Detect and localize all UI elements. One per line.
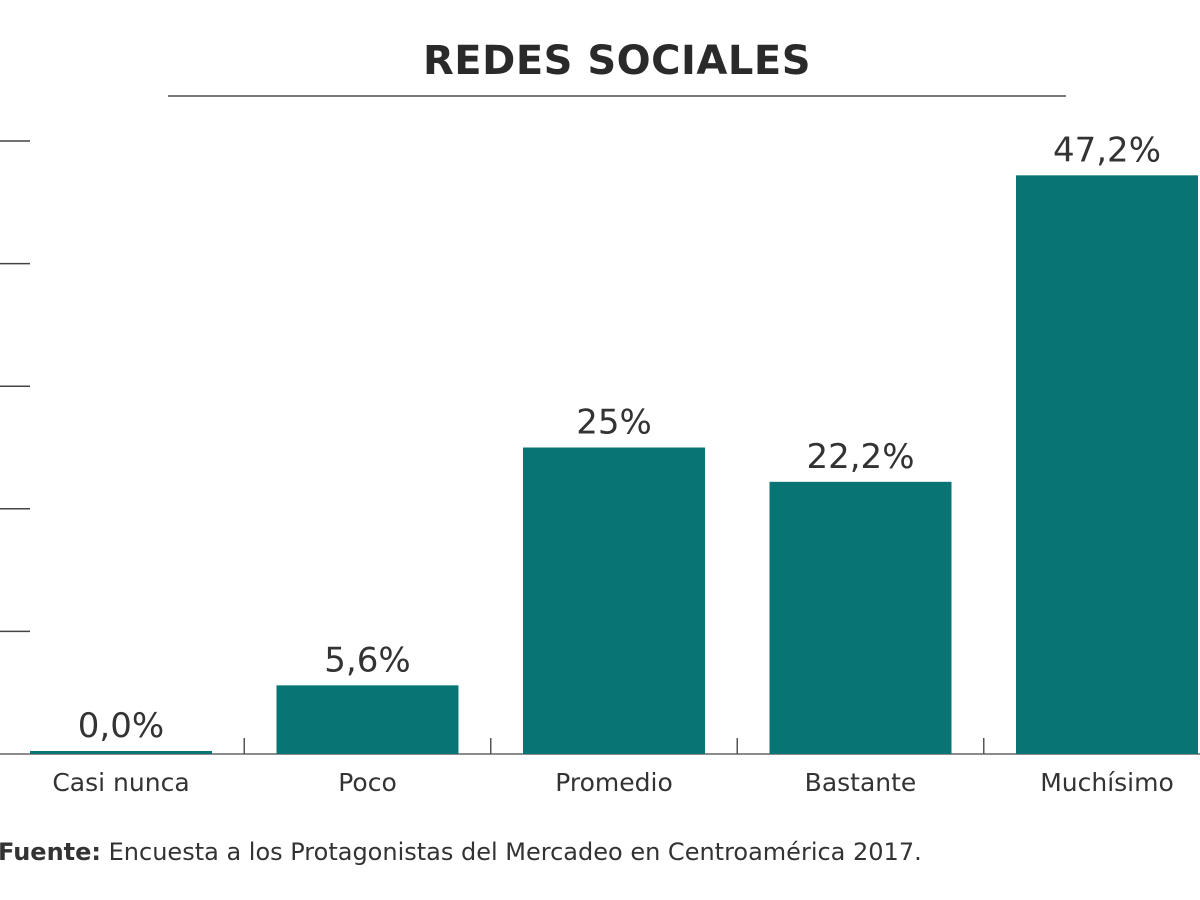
bar-value-label: 5,6% xyxy=(324,640,410,680)
bar-value-label: 22,2% xyxy=(806,437,914,477)
bar-promedio xyxy=(523,447,705,754)
bar-value-label: 0,0% xyxy=(78,706,164,746)
chart-title: REDES SOCIALES xyxy=(422,38,811,84)
title-divider xyxy=(168,95,1066,97)
bar-value-label: 47,2% xyxy=(1053,130,1161,170)
bar-value-label: 25% xyxy=(576,403,652,443)
source-note: Fuente: Encuesta a los Protagonistas del… xyxy=(0,838,922,866)
bar-poco xyxy=(276,685,459,754)
source-label: Fuente: xyxy=(0,838,101,866)
bar-chart: 0,0% Casi nunca 5,6% Poco 25% Promedio 22,2% Ba… xyxy=(0,130,1200,797)
bar-muchísimo xyxy=(1016,175,1198,754)
x-tick-label: Promedio xyxy=(555,768,673,797)
source-text: Encuesta a los Protagonistas del Mercade… xyxy=(108,838,922,866)
x-tick-label: Casi nunca xyxy=(52,768,189,797)
bar-casi-nunca xyxy=(30,751,212,754)
x-tick-label: Poco xyxy=(338,768,397,797)
x-tick-label: Muchísimo xyxy=(1040,768,1174,797)
x-tick-label: Bastante xyxy=(805,768,917,797)
bar-bastante xyxy=(769,481,952,754)
